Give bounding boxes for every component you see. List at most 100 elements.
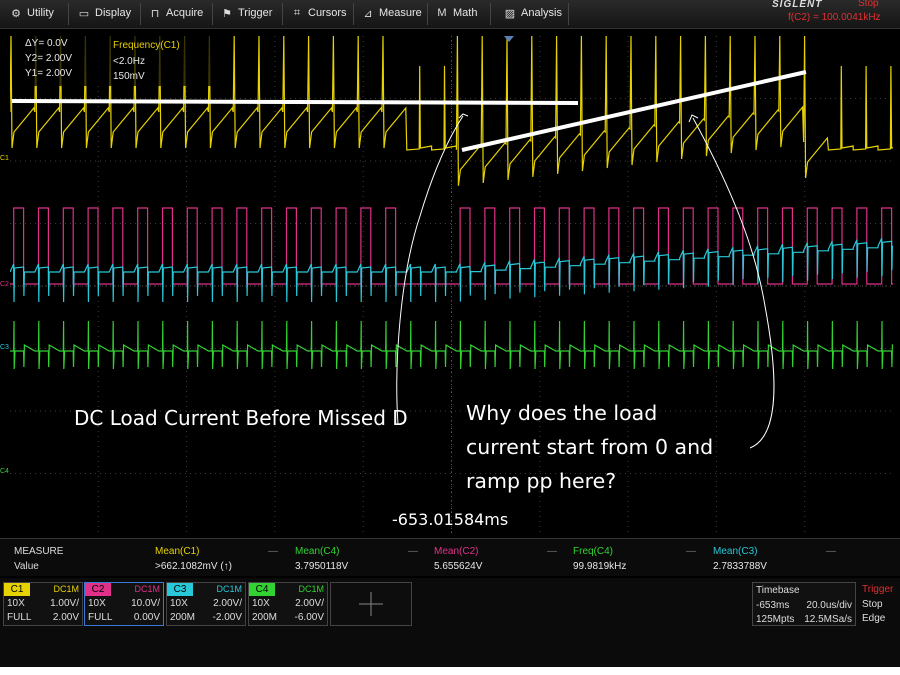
c3-level-marker[interactable]: C3: [0, 344, 9, 351]
frequency-title: Frequency(C1): [113, 40, 180, 51]
c4-level-marker[interactable]: C4: [0, 468, 9, 475]
channel-c2-box[interactable]: C2 DC1M 10X 10.0V/ FULL 0.00V: [84, 582, 164, 626]
measure-dash: —: [408, 546, 418, 557]
channel-c4-box[interactable]: C4 DC1M 10X 2.00V/ 200M -6.00V: [248, 582, 328, 626]
waveform-grid: [10, 36, 893, 536]
annotation-left: DC Load Current Before Missed D: [74, 406, 408, 430]
timebase-scale: 20.0us/div: [806, 600, 852, 611]
timebase-box[interactable]: Timebase -653ms 20.0us/div 125Mpts 12.5M…: [752, 582, 856, 626]
annotation-line: ramp pp here?: [466, 469, 617, 493]
channel-tag: C1: [4, 583, 30, 596]
menu-acquire[interactable]: ⊓ Acquire: [143, 0, 209, 26]
channel-coupling: DC1M: [53, 584, 79, 594]
menu-label: Cursors: [308, 7, 347, 19]
trigger-type: Edge: [862, 613, 886, 624]
channel-bandwidth: 200M: [170, 612, 196, 623]
channel-c3-box[interactable]: C3 DC1M 10X 2.00V/ 200M -2.00V: [166, 582, 246, 626]
timebase-rate: 12.5MSa/s: [804, 614, 852, 625]
measure-dash: —: [826, 546, 836, 557]
channel-bandwidth: FULL: [7, 612, 32, 623]
channel-c1-box[interactable]: C1 DC1M 10X 1.00V/ FULL 2.00V: [3, 582, 83, 626]
trigger-position-icon: [504, 36, 514, 42]
menu-trigger[interactable]: ⚑ Trigger: [215, 0, 278, 26]
delta-y-readout: ΔY= 0.0V: [25, 38, 68, 49]
frequency-counter: f(C2) = 100.0041kHz: [788, 12, 881, 23]
measure-row-label: Value: [14, 561, 39, 572]
menu-bar: ⚙ Utility ▭ Display ⊓ Acquire ⚑ Trigger ⌗ Cur…: [0, 0, 900, 29]
c4-trace: [10, 320, 893, 370]
frequency-value: <2.0Hz: [113, 56, 145, 67]
y1-readout: Y1= 2.00V: [25, 68, 72, 79]
measure-dash: —: [547, 546, 557, 557]
menu-divider: [68, 3, 69, 25]
menu-divider: [490, 3, 491, 25]
channel-tag: C4: [249, 583, 275, 596]
timebase-points: 125Mpts: [756, 614, 795, 625]
channel-coupling: DC1M: [298, 584, 324, 594]
trigger-title: Trigger: [862, 584, 894, 595]
annotation-line: Why does the load: [466, 401, 658, 425]
menu-label: Analysis: [521, 7, 562, 19]
channel-tag: C2: [85, 583, 111, 596]
channel-probe: 10X: [252, 598, 270, 609]
menu-cursors[interactable]: ⌗ Cursors: [285, 0, 353, 26]
measure-value: 5.655624V: [434, 561, 483, 572]
measure-value: >662.1082mV (↑): [155, 561, 232, 572]
c3-trace: [10, 238, 893, 303]
menu-measure[interactable]: ⊿ Measure: [356, 0, 428, 26]
display-icon: ▭: [78, 7, 90, 20]
measure-value: 3.7950118V: [295, 561, 349, 572]
run-state[interactable]: Stop: [858, 0, 879, 9]
channel-tag: C3: [167, 583, 193, 596]
time-position: -653.01584ms: [392, 510, 509, 529]
measure-name[interactable]: Mean(C3): [713, 546, 758, 557]
channel-offset: 0.00V: [133, 612, 160, 623]
annotation-line: current start from 0 and: [466, 435, 714, 459]
channel-scale: 1.00V/: [50, 598, 79, 609]
channel-offset: 2.00V: [52, 612, 79, 623]
c2-level-marker[interactable]: C2: [0, 281, 9, 288]
measure-name[interactable]: Mean(C4): [295, 546, 340, 557]
channel-bandwidth: FULL: [88, 612, 113, 623]
plus-icon: [359, 592, 383, 616]
measure-name[interactable]: Mean(C2): [434, 546, 479, 557]
menu-divider: [568, 3, 569, 25]
annotation-lines: [11, 70, 807, 449]
measure-name[interactable]: Freq(C4): [573, 546, 614, 557]
channel-scale: 2.00V/: [213, 598, 242, 609]
wrench-icon: ⚙: [11, 7, 21, 20]
trigger-box[interactable]: Trigger Stop Edge: [856, 582, 900, 624]
timebase-title: Timebase: [756, 585, 800, 596]
menu-divider: [282, 3, 283, 25]
channel-coupling: DC1M: [134, 584, 160, 594]
menu-divider: [427, 3, 428, 25]
menu-divider: [212, 3, 213, 25]
timebase-delay: -653ms: [756, 600, 790, 611]
channel-offset: -2.00V: [212, 612, 242, 623]
menu-label: Utility: [27, 7, 54, 19]
menu-math[interactable]: M Math: [430, 0, 483, 26]
brand-status: SIGLENT Stop f(C2) = 100.0041kHz: [770, 0, 900, 27]
analysis-icon: ▨: [504, 7, 516, 20]
math-icon: M: [437, 7, 447, 19]
annotation-right: Why does the load current start from 0 a…: [466, 396, 776, 498]
menu-analysis[interactable]: ▨ Analysis: [498, 0, 568, 26]
menu-divider: [140, 3, 141, 25]
measure-value: 99.9819kHz: [573, 561, 627, 572]
menu-label: Acquire: [166, 7, 204, 19]
channel-probe: 10X: [7, 598, 25, 609]
add-channel-button[interactable]: [330, 582, 412, 626]
menu-utility[interactable]: ⚙ Utility: [4, 0, 60, 26]
measure-name[interactable]: Mean(C1): [155, 546, 200, 557]
frequency-delta: 150mV: [113, 71, 145, 82]
menu-divider: [353, 3, 354, 25]
menu-display[interactable]: ▭ Display: [72, 0, 137, 26]
measure-title: MEASURE: [14, 546, 64, 557]
c1-level-marker[interactable]: C1: [0, 155, 9, 162]
channel-probe: 10X: [170, 598, 188, 609]
menu-label: Measure: [379, 7, 422, 19]
menu-label: Display: [95, 7, 132, 19]
measure-dash: —: [686, 546, 696, 557]
channel-scale: 10.0V/: [131, 598, 160, 609]
